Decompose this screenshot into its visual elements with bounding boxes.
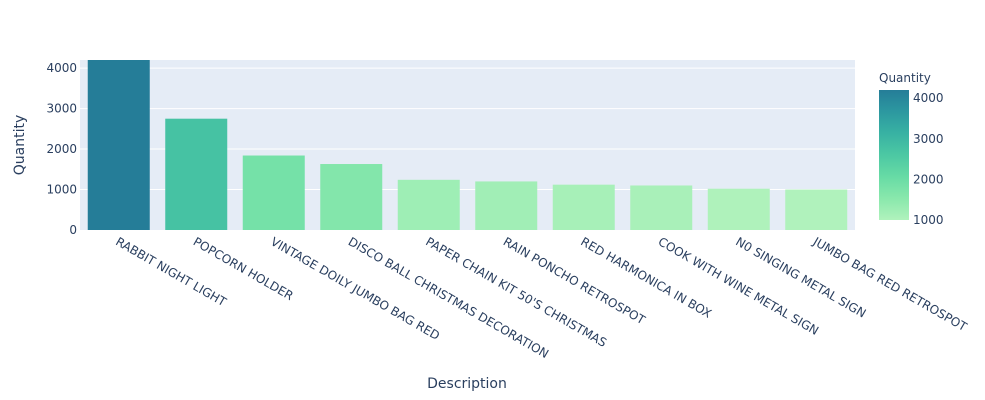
y-tick-label: 1000 (46, 183, 77, 197)
y-tick-label: 3000 (46, 102, 77, 116)
x-tick-label: N0 SINGING METAL SIGN (733, 234, 868, 320)
x-tick-label: RED HARMONICA IN BOX (578, 234, 714, 320)
y-tick-label: 0 (69, 223, 77, 237)
bar (165, 118, 228, 230)
bar (785, 189, 848, 230)
colorbar-tick-label: 2000 (913, 172, 944, 186)
x-tick-label: RAIN PONCHO RETROSPOT (501, 234, 648, 327)
x-axis-title: Description (427, 376, 507, 392)
colorbar-tick-label: 1000 (913, 213, 944, 227)
bar (630, 185, 693, 230)
y-axis-ticks: 0 1000 2000 3000 4000 (46, 61, 77, 237)
bar (87, 60, 150, 230)
x-tick-label: JUMBO BAG RED RETROSPOT (810, 234, 970, 334)
y-tick-label: 2000 (46, 142, 77, 156)
bars (87, 60, 848, 230)
y-tick-label: 4000 (46, 61, 77, 75)
colorbar-title: Quantity (879, 71, 931, 85)
colorbar: Quantity 1000 2000 3000 4000 (879, 71, 944, 227)
bar (552, 184, 615, 230)
colorbar-ticks: 1000 2000 3000 4000 (913, 91, 944, 227)
bar (707, 188, 770, 230)
bar (320, 164, 383, 230)
bar (397, 179, 460, 230)
colorbar-tick-label: 4000 (913, 91, 944, 105)
x-tick-label: COOK WITH WINE METAL SIGN (656, 234, 821, 338)
colorbar-scale (879, 90, 909, 220)
y-axis-title: Quantity (12, 115, 28, 176)
colorbar-tick-label: 3000 (913, 132, 944, 146)
bar (242, 155, 305, 230)
bar (475, 181, 538, 230)
